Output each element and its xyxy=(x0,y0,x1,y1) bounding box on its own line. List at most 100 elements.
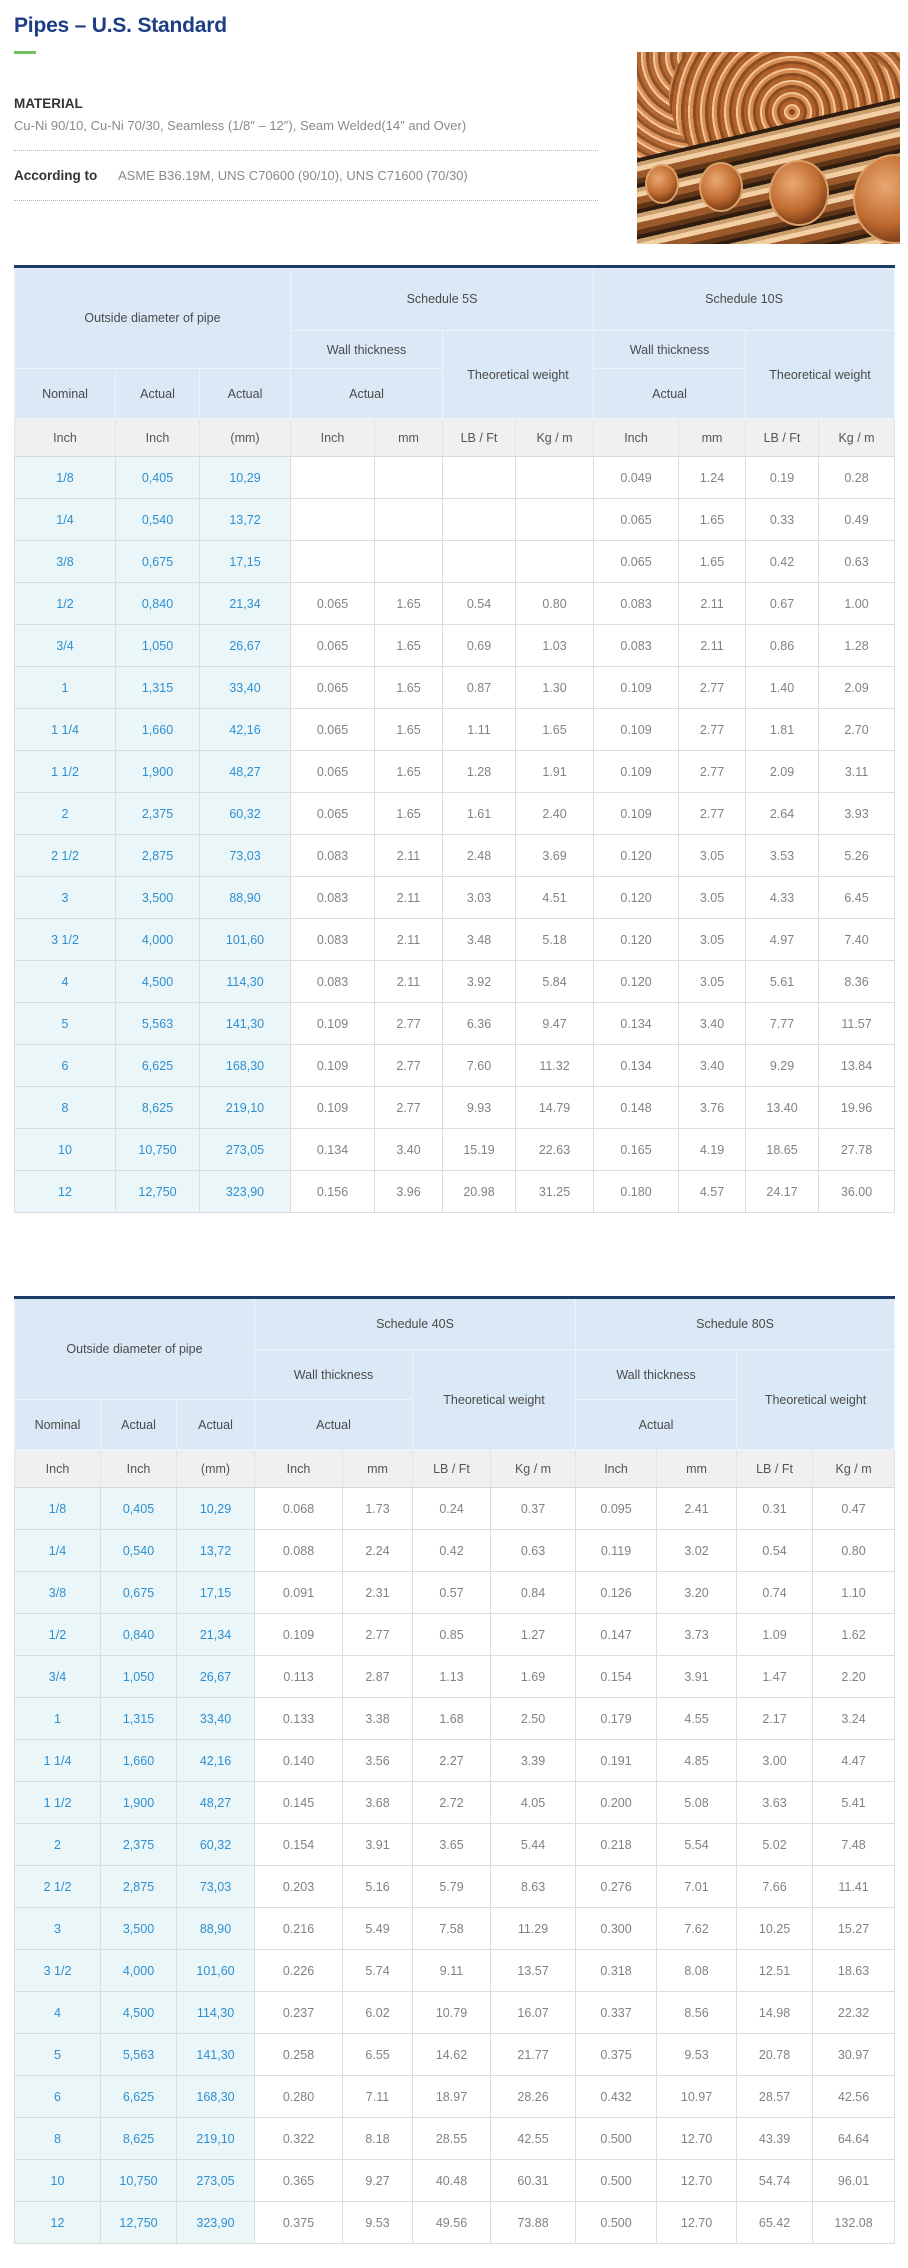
data-cell: 219,10 xyxy=(176,2117,255,2160)
data-cell: 21,34 xyxy=(199,582,291,625)
nominal-size-cell: 3/8 xyxy=(14,540,116,583)
data-cell: 20.98 xyxy=(442,1170,516,1213)
data-cell: 5.61 xyxy=(745,960,820,1003)
data-cell: 13.57 xyxy=(489,1949,577,1992)
copper-pipes-photo xyxy=(637,52,900,244)
data-cell: 2.77 xyxy=(678,708,747,751)
data-cell: 0.148 xyxy=(593,1086,680,1129)
data-cell: 18.97 xyxy=(412,2075,491,2118)
data-cell: 168,30 xyxy=(199,1044,291,1087)
data-cell: 5.84 xyxy=(514,960,595,1003)
data-cell: 9.47 xyxy=(514,1002,595,1045)
data-cell: 0.85 xyxy=(412,1613,491,1656)
data-cell: 1,050 xyxy=(100,1655,177,1698)
data-cell: 0.337 xyxy=(575,1991,658,2034)
data-cell: 1.09 xyxy=(736,1613,814,1656)
data-cell: 7.40 xyxy=(818,918,896,961)
data-cell: 2.77 xyxy=(678,666,747,709)
data-cell: 0.119 xyxy=(575,1529,658,1572)
data-cell: 2,375 xyxy=(115,792,200,835)
data-cell: 49.56 xyxy=(412,2201,491,2244)
actual-header: Actual xyxy=(176,1399,255,1450)
data-cell: 0.432 xyxy=(575,2075,658,2118)
data-cell: 2.50 xyxy=(489,1697,577,1740)
table-row: 12 12,750 323,90 0.375 9.53 49.56 73.88 0.500 12… xyxy=(14,2201,896,2244)
data-cell: 3.40 xyxy=(678,1002,747,1045)
data-cell: 0.113 xyxy=(254,1655,343,1698)
data-cell: 0.280 xyxy=(254,2075,343,2118)
nominal-size-cell: 1 1/2 xyxy=(14,1781,101,1824)
data-cell: 0.109 xyxy=(290,1002,375,1045)
data-cell: 3.65 xyxy=(412,1823,491,1866)
data-cell: 1.91 xyxy=(514,750,595,793)
data-cell: 2.48 xyxy=(442,834,516,877)
data-cell xyxy=(290,540,375,583)
unit-header: mm xyxy=(678,418,747,457)
data-cell: 3.05 xyxy=(678,876,747,919)
data-cell: 0.24 xyxy=(412,1487,491,1530)
nominal-size-cell: 1 1/4 xyxy=(14,1739,101,1782)
data-cell: 0.065 xyxy=(593,498,680,541)
according-to-row: According to ASME B36.19M, UNS C70600 (9… xyxy=(14,168,894,183)
data-cell: 4,000 xyxy=(100,1949,177,1992)
outside-diameter-header: Outside diameter of pipe xyxy=(14,1297,255,1400)
table-row: 8 8,625 219,10 0.322 8.18 28.55 42.55 0.500 12.7… xyxy=(14,2117,896,2160)
data-cell: 48,27 xyxy=(199,750,291,793)
data-cell: 1.03 xyxy=(514,624,595,667)
data-cell: 12,750 xyxy=(100,2201,177,2244)
data-cell: 114,30 xyxy=(199,960,291,1003)
data-cell: 2,875 xyxy=(100,1865,177,1908)
data-cell: 0.54 xyxy=(442,582,516,625)
data-cell: 0.095 xyxy=(575,1487,658,1530)
data-cell: 0.109 xyxy=(593,708,680,751)
unit-header: LB / Ft xyxy=(412,1449,491,1488)
data-cell xyxy=(514,540,595,583)
data-cell: 30.97 xyxy=(812,2033,896,2076)
data-cell: 3.91 xyxy=(342,1823,413,1866)
data-cell: 7.11 xyxy=(342,2075,413,2118)
data-cell: 3.05 xyxy=(678,834,747,877)
unit-header: Kg / m xyxy=(812,1449,896,1488)
data-cell: 0.120 xyxy=(593,918,680,961)
table-row: 2 2,375 60,32 0.065 1.65 1.61 2.40 0.109 2.77 2.6… xyxy=(14,792,896,835)
table-row: 6 6,625 168,30 0.280 7.11 18.97 28.26 0.432 10.9… xyxy=(14,2075,896,2118)
material-description: Cu-Ni 90/10, Cu-Ni 70/30, Seamless (1/8″… xyxy=(14,118,467,133)
table-row: 4 4,500 114,30 0.237 6.02 10.79 16.07 0.337 8.56… xyxy=(14,1991,896,2034)
data-cell: 1.65 xyxy=(678,540,747,583)
data-cell: 7.62 xyxy=(656,1907,738,1950)
data-cell: 3,500 xyxy=(115,876,200,919)
data-cell: 4,000 xyxy=(115,918,200,961)
dotted-divider xyxy=(14,200,598,201)
data-cell: 6.36 xyxy=(442,1002,516,1045)
data-cell: 8.56 xyxy=(656,1991,738,2034)
data-cell: 11.32 xyxy=(514,1044,595,1087)
according-to-label: According to xyxy=(14,168,98,183)
data-cell: 2.09 xyxy=(745,750,820,793)
data-cell: 42,16 xyxy=(176,1739,255,1782)
data-cell: 2.27 xyxy=(412,1739,491,1782)
data-cell: 0.318 xyxy=(575,1949,658,1992)
data-cell: 14.79 xyxy=(514,1086,595,1129)
data-cell: 9.53 xyxy=(656,2033,738,2076)
unit-header: LB / Ft xyxy=(442,418,516,457)
data-cell: 0.120 xyxy=(593,876,680,919)
data-cell: 0.42 xyxy=(745,540,820,583)
data-cell: 3.24 xyxy=(812,1697,896,1740)
data-cell: 36.00 xyxy=(818,1170,896,1213)
data-cell: 8,625 xyxy=(100,2117,177,2160)
data-cell: 3.68 xyxy=(342,1781,413,1824)
nominal-size-cell: 8 xyxy=(14,2117,101,2160)
data-cell: 60.31 xyxy=(489,2159,577,2202)
table-row: 1 1/2 1,900 48,27 0.065 1.65 1.28 1.91 0.109 2.7… xyxy=(14,750,896,793)
wall-thickness-header: Wall thickness xyxy=(575,1349,738,1400)
table-row: 1 1,315 33,40 0.133 3.38 1.68 2.50 0.179 4.55 2.1… xyxy=(14,1697,896,1740)
data-cell: 0,405 xyxy=(115,456,200,499)
material-heading: MATERIAL xyxy=(14,96,83,111)
schedule-40s-header: Schedule 40S xyxy=(253,1297,577,1350)
data-cell: 1.62 xyxy=(812,1613,896,1656)
table-row: 1/8 0,405 10,29 0.049 1.24 0.19 0.28 xyxy=(14,456,896,499)
data-cell xyxy=(374,456,443,499)
data-cell: 0.126 xyxy=(575,1571,658,1614)
table-row: 3/4 1,050 26,67 0.113 2.87 1.13 1.69 0.154 3.91 1… xyxy=(14,1655,896,1698)
data-cell: 0.109 xyxy=(290,1086,375,1129)
